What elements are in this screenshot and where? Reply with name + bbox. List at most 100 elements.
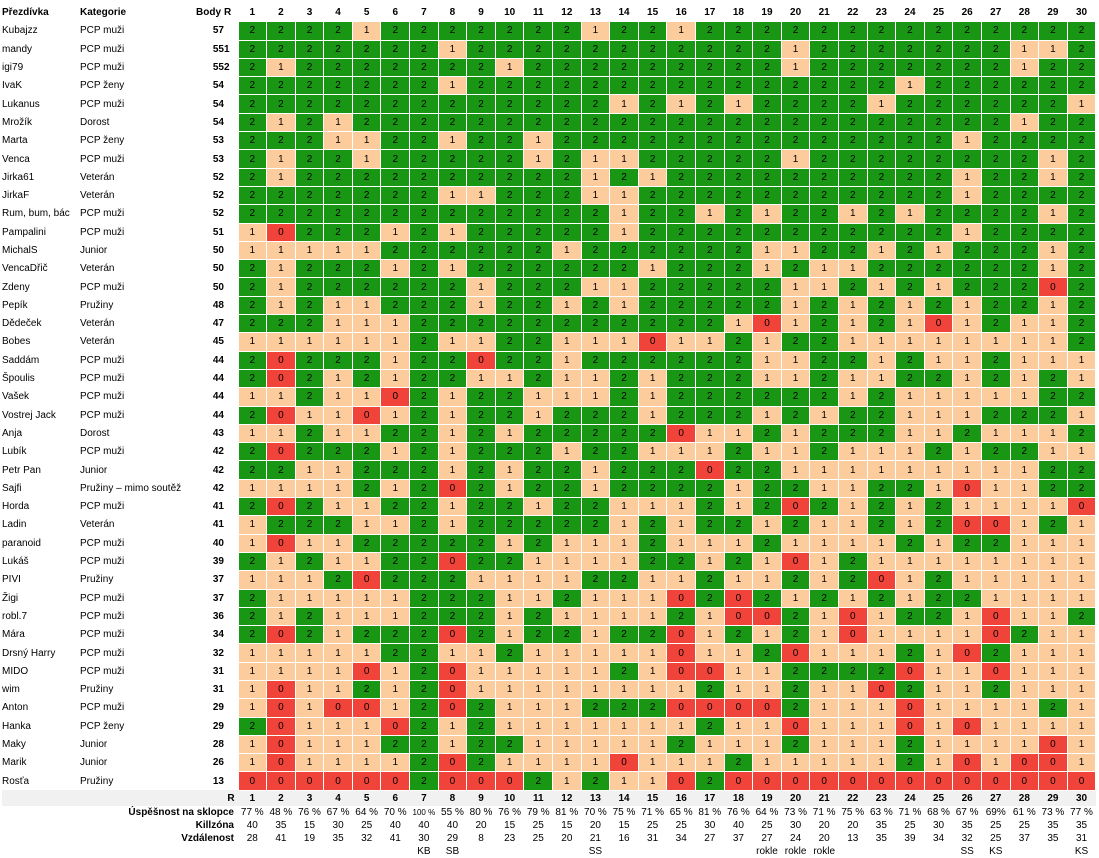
player-category: Veterán (80, 263, 115, 275)
score-cell: 1 (580, 643, 611, 663)
score-cell: 2 (1066, 21, 1097, 41)
score-cell: 1 (895, 497, 925, 517)
score-cell: 1 (923, 698, 954, 718)
score-cell: 1 (552, 716, 582, 736)
score-cell: 1 (266, 57, 296, 78)
footer-target-9: 9 (466, 790, 496, 806)
player-rank (224, 22, 238, 40)
score-cell: 2 (1009, 204, 1040, 224)
score-cell: 1 (952, 405, 982, 425)
score-cell: 2 (466, 442, 496, 462)
success-row-value: 100 % (412, 807, 436, 817)
score-cell: 0 (351, 771, 382, 791)
score-cell: 2 (380, 185, 411, 206)
score-cell: 2 (695, 295, 725, 316)
score-cell: 2 (294, 277, 325, 297)
score-cell: 0 (437, 753, 468, 773)
score-cell: 1 (895, 570, 925, 590)
score-cell: 1 (980, 734, 1011, 755)
score-cell: 1 (1009, 515, 1040, 535)
score-cell: 0 (752, 698, 782, 718)
score-cell: 2 (437, 204, 468, 224)
score-cell: 1 (695, 625, 725, 645)
score-cell: 1 (523, 588, 554, 608)
score-cell: 2 (980, 21, 1011, 41)
player-category: PCP muži (80, 226, 125, 238)
score-cell: 1 (923, 753, 954, 773)
score-cell: 1 (266, 332, 296, 352)
header-target-21: 21 (818, 7, 830, 19)
score-cell: 2 (237, 185, 268, 206)
footer-target-row: R 1 2 3 4 5 6 7 8 9 10 11 12 13 14 15 16 17 18 19 20 21 22 23 24… (2, 790, 1096, 806)
score-cell: 0 (923, 771, 954, 791)
score-cell: 1 (609, 94, 639, 114)
score-cell: 1 (609, 734, 639, 755)
score-cell: 2 (723, 259, 754, 279)
score-cell: 1 (780, 423, 811, 444)
score-cell: 2 (323, 185, 353, 206)
distance-row-value: 28 (246, 832, 258, 844)
score-cell: 1 (437, 643, 468, 663)
score-cell: 2 (1038, 76, 1068, 96)
score-cell: 2 (466, 167, 496, 187)
score-cell: 2 (723, 240, 754, 261)
score-cell: 0 (466, 350, 496, 370)
score-cell: 2 (580, 497, 611, 517)
player-row: Saddám PCP muži 44 2 0 2 2 2 1 2 2 0 2 2 1 2 2 2 2 2 2 1 1 2 2 1 2… (2, 350, 1097, 370)
score-cell: 2 (695, 588, 725, 608)
score-cell: 1 (1066, 515, 1097, 535)
footer-target-11: 11 (523, 790, 553, 806)
score-cell: 0 (294, 771, 325, 791)
score-cell: 2 (1066, 131, 1097, 151)
score-cell: 1 (323, 533, 353, 553)
score-cell: 1 (866, 753, 897, 773)
score-cell: 2 (809, 332, 839, 352)
score-cell: 1 (866, 368, 897, 389)
score-cell: 2 (752, 76, 782, 96)
score-cell: 2 (380, 295, 411, 316)
score-cell: 2 (323, 76, 353, 96)
score-cell: 2 (923, 497, 954, 517)
score-cell: 1 (494, 57, 525, 78)
score-cell: 2 (523, 259, 554, 279)
score-cell: 0 (980, 606, 1011, 627)
note-value (838, 845, 867, 858)
player-category: Pružiny (80, 684, 114, 696)
score-cell: 2 (294, 551, 325, 572)
score-cell: 2 (409, 149, 439, 169)
score-cell: 1 (923, 643, 954, 663)
score-cell: 1 (323, 588, 353, 608)
score-cell: 1 (351, 753, 382, 773)
score-cell: 1 (323, 606, 353, 627)
score-cell: 1 (952, 661, 982, 681)
success-row-value: 64 % (355, 806, 379, 818)
player-points: 31 (212, 665, 224, 677)
score-cell: 2 (980, 643, 1011, 663)
score-cell: 2 (351, 368, 382, 389)
score-cell: 1 (466, 332, 496, 352)
score-cell: 1 (1009, 460, 1040, 480)
score-cell: 2 (237, 21, 268, 41)
score-cell: 2 (637, 533, 668, 553)
score-cell: 1 (752, 679, 782, 700)
score-cell: 1 (609, 606, 639, 627)
score-cell: 1 (609, 204, 639, 224)
score-cell: 2 (752, 112, 782, 133)
score-cell: 0 (895, 716, 925, 736)
score-cell: 1 (923, 277, 954, 297)
score-cell: 1 (580, 551, 611, 572)
player-category: Veterán (80, 171, 115, 183)
score-cell: 2 (552, 149, 582, 169)
score-cell: 0 (266, 734, 296, 755)
score-cell: 2 (552, 277, 582, 297)
score-cell: 2 (1066, 295, 1097, 316)
player-nick: MichalS (2, 245, 38, 256)
score-cell: 2 (866, 259, 897, 279)
player-category: PCP muži (80, 354, 125, 366)
score-cell: 2 (409, 57, 439, 78)
score-cell: 1 (1009, 368, 1040, 389)
score-cell: 2 (952, 259, 982, 279)
score-cell: 2 (809, 167, 839, 187)
score-cell: 1 (351, 606, 382, 627)
summary-rows: R 1 2 3 4 5 6 7 8 9 10 11 12 13 14 15 16 17 18 19 20 21 22 23 24… (2, 790, 1096, 858)
